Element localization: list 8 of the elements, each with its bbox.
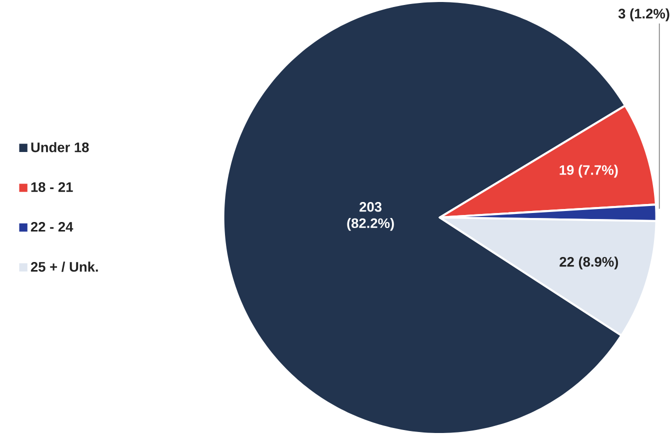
legend-label: 18 - 21 — [31, 182, 73, 192]
legend-label: Under 18 — [31, 142, 89, 152]
legend-label: 22 - 24 — [30, 222, 74, 232]
data-label: 203 (82.2%) — [347, 202, 394, 231]
legend-label: 25 + / Unk. — [30, 262, 98, 272]
data-label: 22 (8.9%) — [560, 256, 618, 270]
data-label: 19 (7.7%) — [560, 164, 618, 178]
data-label: 3 (1.2%) — [618, 8, 670, 22]
